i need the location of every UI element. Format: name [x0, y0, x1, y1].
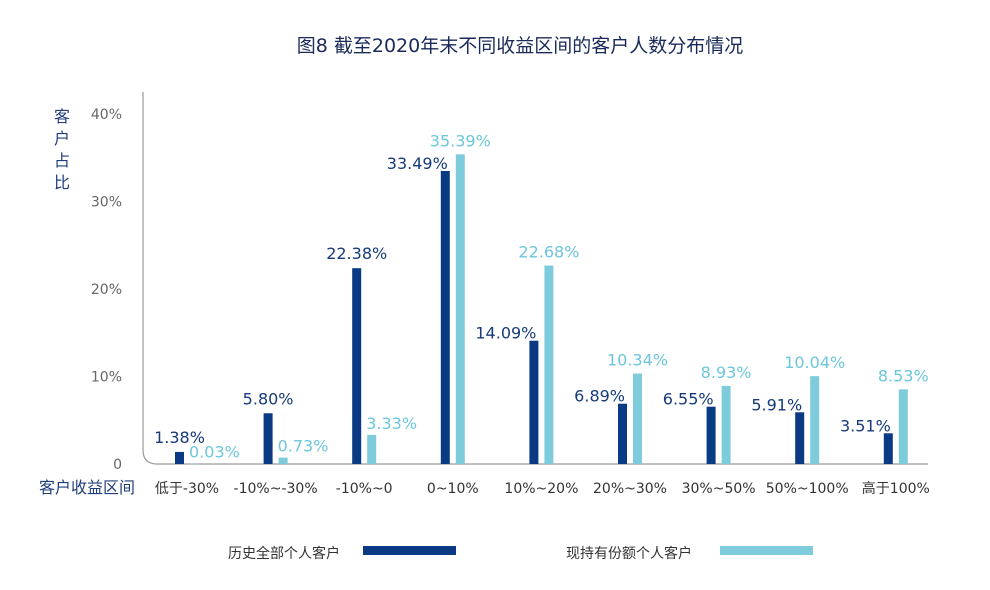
bar-current-holding — [367, 434, 377, 464]
y-tick-label: 20% — [91, 282, 122, 298]
y-tick-label: 0 — [113, 457, 122, 473]
x-tick-label: 0~10% — [427, 481, 479, 497]
x-tick-label: -10%~-30% — [234, 481, 318, 497]
data-label-history-all: 33.49% — [387, 154, 448, 173]
y-axis-label-char: 户 — [54, 129, 70, 148]
data-label-current-holding: 22.68% — [518, 243, 579, 262]
bar-current-holding — [190, 463, 199, 465]
x-tick-label: 30%~50% — [682, 481, 756, 497]
bar-current-holding — [544, 265, 554, 464]
y-tick-label: 40% — [91, 107, 122, 123]
y-axis-label-char: 客 — [54, 107, 70, 126]
y-axis-label-char: 比 — [54, 173, 70, 192]
bar-current-holding — [633, 373, 642, 464]
data-label-history-all: 6.55% — [663, 390, 714, 409]
data-label-current-holding: 0.73% — [278, 437, 329, 456]
bar-history-all — [529, 340, 539, 464]
y-tick-label: 10% — [91, 370, 122, 386]
y-axis-label-char: 占 — [54, 151, 70, 170]
bar-history-all — [706, 406, 716, 464]
data-label-history-all: 3.51% — [840, 416, 891, 435]
legend-label-current-holding: 现持有份额个人客户 — [566, 545, 692, 562]
bar-current-holding — [898, 389, 908, 464]
bar-history-all — [795, 412, 805, 464]
data-label-current-holding: 10.34% — [607, 351, 668, 370]
legend-swatch-history-all — [363, 546, 456, 555]
bars: 1.38%0.03% 5.80% 0.73% 22.38% 3.33% 33.49% 35.… — [154, 131, 929, 465]
x-tick-label: 50%~100% — [766, 481, 849, 497]
bar-current-holding — [278, 457, 288, 464]
legend-swatch-current-holding — [720, 546, 813, 555]
x-tick-label: 低于-30% — [155, 481, 219, 497]
data-label-current-holding: 3.33% — [366, 414, 417, 433]
bar-history-all — [440, 170, 450, 464]
legend: 历史全部个人客户 现持有份额个人客户 — [228, 545, 813, 562]
bar-history-all — [352, 268, 362, 464]
chart-title: 图8 截至2020年末不同收益区间的客户人数分布情况 — [297, 35, 743, 57]
x-ticks: 低于-30% -10%~-30% -10%~0 0~10% 10%~20% 20%~30%… — [155, 480, 930, 497]
y-tick-label: 30% — [91, 195, 122, 211]
data-label-history-all: 5.91% — [751, 395, 802, 414]
bar-history-all — [883, 433, 893, 464]
x-axis-label: 客户收益区间 — [39, 478, 135, 497]
axis-lines — [142, 92, 928, 465]
bar-current-holding — [455, 154, 465, 464]
data-label-history-all: 22.38% — [326, 244, 387, 263]
bar-current-holding — [721, 385, 731, 464]
data-label-history-all: 5.80% — [243, 389, 294, 408]
x-tick-label: 高于100% — [862, 480, 930, 497]
x-tick-label: 10%~20% — [504, 481, 578, 497]
data-label-current-holding: 8.53% — [878, 366, 929, 385]
data-label-history-all: 14.09% — [475, 324, 536, 343]
bar-history-all — [618, 403, 627, 464]
data-label-current-holding: 0.03% — [189, 443, 240, 462]
data-label-current-holding: 35.39% — [430, 131, 491, 150]
data-label-history-all: 1.38% — [154, 428, 205, 447]
x-tick-label: 20%~30% — [593, 481, 667, 497]
legend-label-history-all: 历史全部个人客户 — [228, 545, 340, 562]
bar-history-all — [175, 451, 184, 464]
y-ticks: 0 10% 20% 30% 40% — [91, 107, 122, 473]
bar-history-all — [263, 413, 273, 464]
data-label-current-holding: 10.04% — [784, 353, 845, 372]
x-tick-label: -10%~0 — [336, 481, 393, 497]
data-label-history-all: 6.89% — [574, 387, 625, 406]
bar-current-holding — [810, 376, 820, 464]
data-label-current-holding: 8.93% — [701, 363, 752, 382]
